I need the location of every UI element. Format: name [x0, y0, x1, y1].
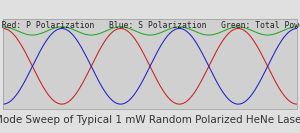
Text: Mode Sweep of Typical 1 mW Random Polarized HeNe Laser: Mode Sweep of Typical 1 mW Random Polari… — [0, 115, 300, 125]
Text: Red: P Polarization   Blue: S Polarization   Green: Total Power: Red: P Polarization Blue: S Polarization… — [0, 21, 300, 30]
